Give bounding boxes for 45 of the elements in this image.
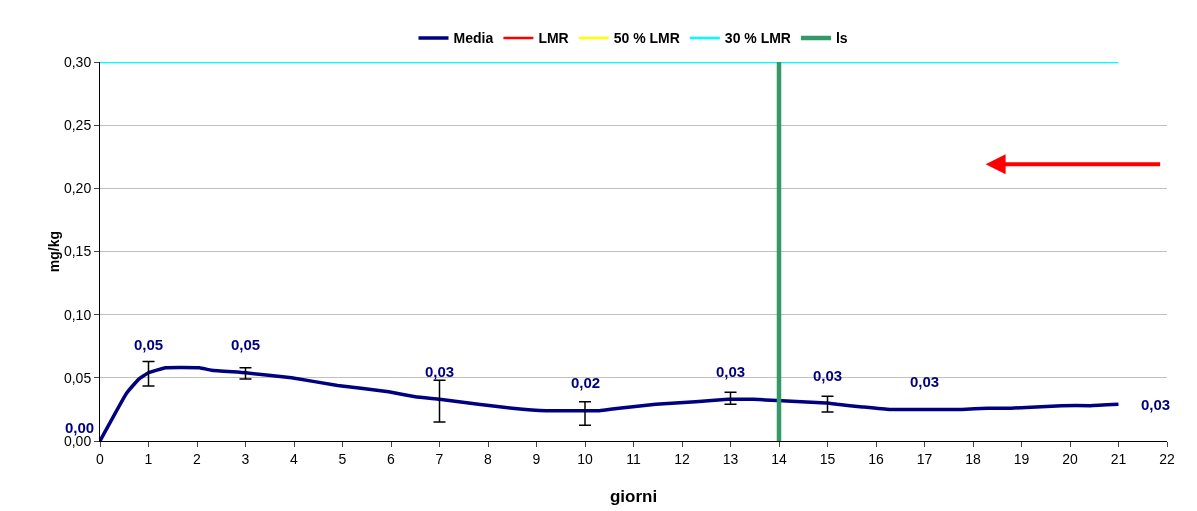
y-axis-title: mg/kg <box>45 230 62 273</box>
data-label: 0,03 <box>425 363 455 380</box>
y-tick-label: 0,20 <box>63 180 92 197</box>
legend-label: 30 % LMR <box>724 30 791 47</box>
legend-label: Media <box>453 30 494 47</box>
x-tick-label: 17 <box>916 450 933 467</box>
x-tick-label: 9 <box>532 450 541 467</box>
legend-label: LMR <box>538 30 569 47</box>
data-label: 0,05 <box>134 336 164 353</box>
x-tick-label: 21 <box>1110 450 1127 467</box>
data-label: 0,03 <box>716 363 746 380</box>
y-tick-label: 0,15 <box>63 243 92 260</box>
data-label: 0,03 <box>910 373 940 390</box>
x-tick-label: 0 <box>96 450 105 467</box>
data-label: 0,03 <box>813 367 843 384</box>
x-tick-label: 2 <box>193 450 202 467</box>
y-tick-label: 0,25 <box>63 117 92 134</box>
y-tick-label: 0,30 <box>63 53 92 70</box>
x-tick-label: 20 <box>1062 450 1078 467</box>
x-tick-label: 1 <box>144 450 153 467</box>
x-tick-label: 18 <box>965 450 981 467</box>
x-tick-label: 11 <box>626 450 641 467</box>
x-tick-label: 12 <box>674 450 690 467</box>
y-tick-label: 0,10 <box>63 306 92 323</box>
x-tick-label: 19 <box>1013 450 1030 467</box>
x-tick-label: 8 <box>484 450 493 467</box>
x-tick-label: 5 <box>338 450 347 467</box>
x-tick-label: 14 <box>771 450 787 467</box>
x-tick-label: 6 <box>387 450 396 467</box>
x-tick-label: 16 <box>868 450 884 467</box>
line-series <box>100 365 1121 441</box>
x-tick-label: 13 <box>722 450 739 467</box>
x-tick-label: 4 <box>290 450 299 467</box>
x-tick-label: 3 <box>241 450 250 467</box>
x-tick-label: 15 <box>819 450 836 467</box>
data-label: 0,02 <box>571 374 601 391</box>
data-label: 0,03 <box>1141 396 1171 413</box>
x-axis-title: giorni <box>609 487 658 506</box>
x-tick-label: 10 <box>577 450 593 467</box>
data-label: 0,05 <box>231 336 261 353</box>
x-tick-label: 7 <box>435 450 444 467</box>
x-tick-label: 22 <box>1159 450 1175 467</box>
legend-label: ls <box>835 30 848 47</box>
y-tick-label: 0,05 <box>63 369 92 386</box>
legend-label: 50 % LMR <box>613 30 680 47</box>
